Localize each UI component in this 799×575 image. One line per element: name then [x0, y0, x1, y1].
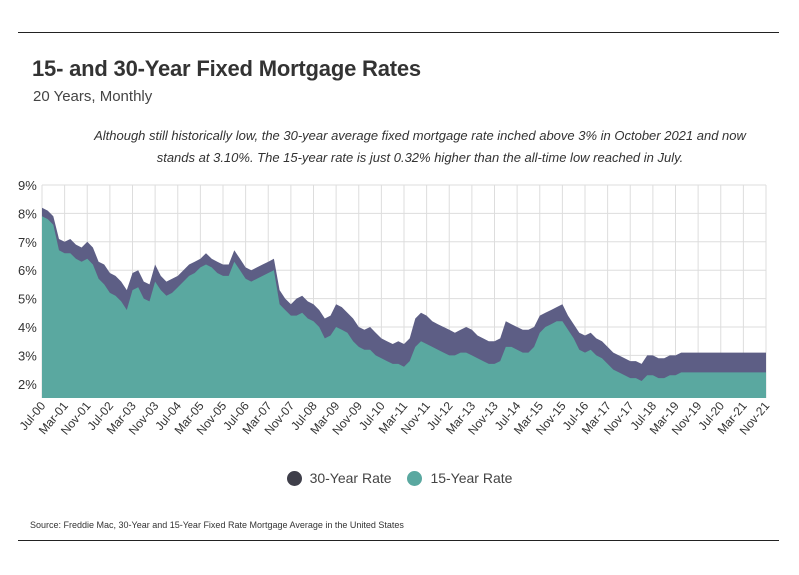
- y-tick-label: 3%: [18, 348, 37, 363]
- annotation-line-1: Although still historically low, the 30-…: [94, 128, 746, 143]
- y-tick-label: 8%: [18, 206, 37, 221]
- chart-title: 15- and 30-Year Fixed Mortgage Rates: [32, 56, 421, 81]
- y-tick-label: 4%: [18, 320, 37, 335]
- legend-item-30-year: 30-Year Rate: [286, 470, 392, 486]
- y-tick-label: 5%: [18, 292, 37, 307]
- annotation: Although still historically low, the 30-…: [80, 125, 760, 169]
- y-tick-label: 7%: [18, 235, 37, 250]
- legend: 30-Year Rate 15-Year Rate: [0, 470, 799, 489]
- chart-svg: 2%3%4%5%6%7%8%9%Jul-00Mar-01Nov-01Jul-02…: [17, 178, 773, 438]
- legend-item-15-year: 15-Year Rate: [407, 470, 512, 486]
- bottom-rule: [18, 540, 779, 541]
- legend-label-30-year: 30-Year Rate: [309, 470, 392, 486]
- legend-label-15-year: 15-Year Rate: [430, 470, 513, 486]
- y-tick-label: 2%: [18, 377, 37, 392]
- y-tick-label: 9%: [18, 178, 37, 193]
- legend-swatch-30-year: [286, 470, 302, 486]
- top-rule: [18, 32, 779, 33]
- legend-swatch-15-year: [407, 470, 423, 486]
- source-note: Source: Freddie Mac, 30-Year and 15-Year…: [30, 520, 404, 530]
- chart-subtitle: 20 Years, Monthly: [33, 88, 153, 105]
- annotation-line-2: stands at 3.10%. The 15-year rate is jus…: [156, 150, 684, 165]
- y-tick-label: 6%: [18, 263, 37, 278]
- area-15-year-rate: [42, 216, 766, 398]
